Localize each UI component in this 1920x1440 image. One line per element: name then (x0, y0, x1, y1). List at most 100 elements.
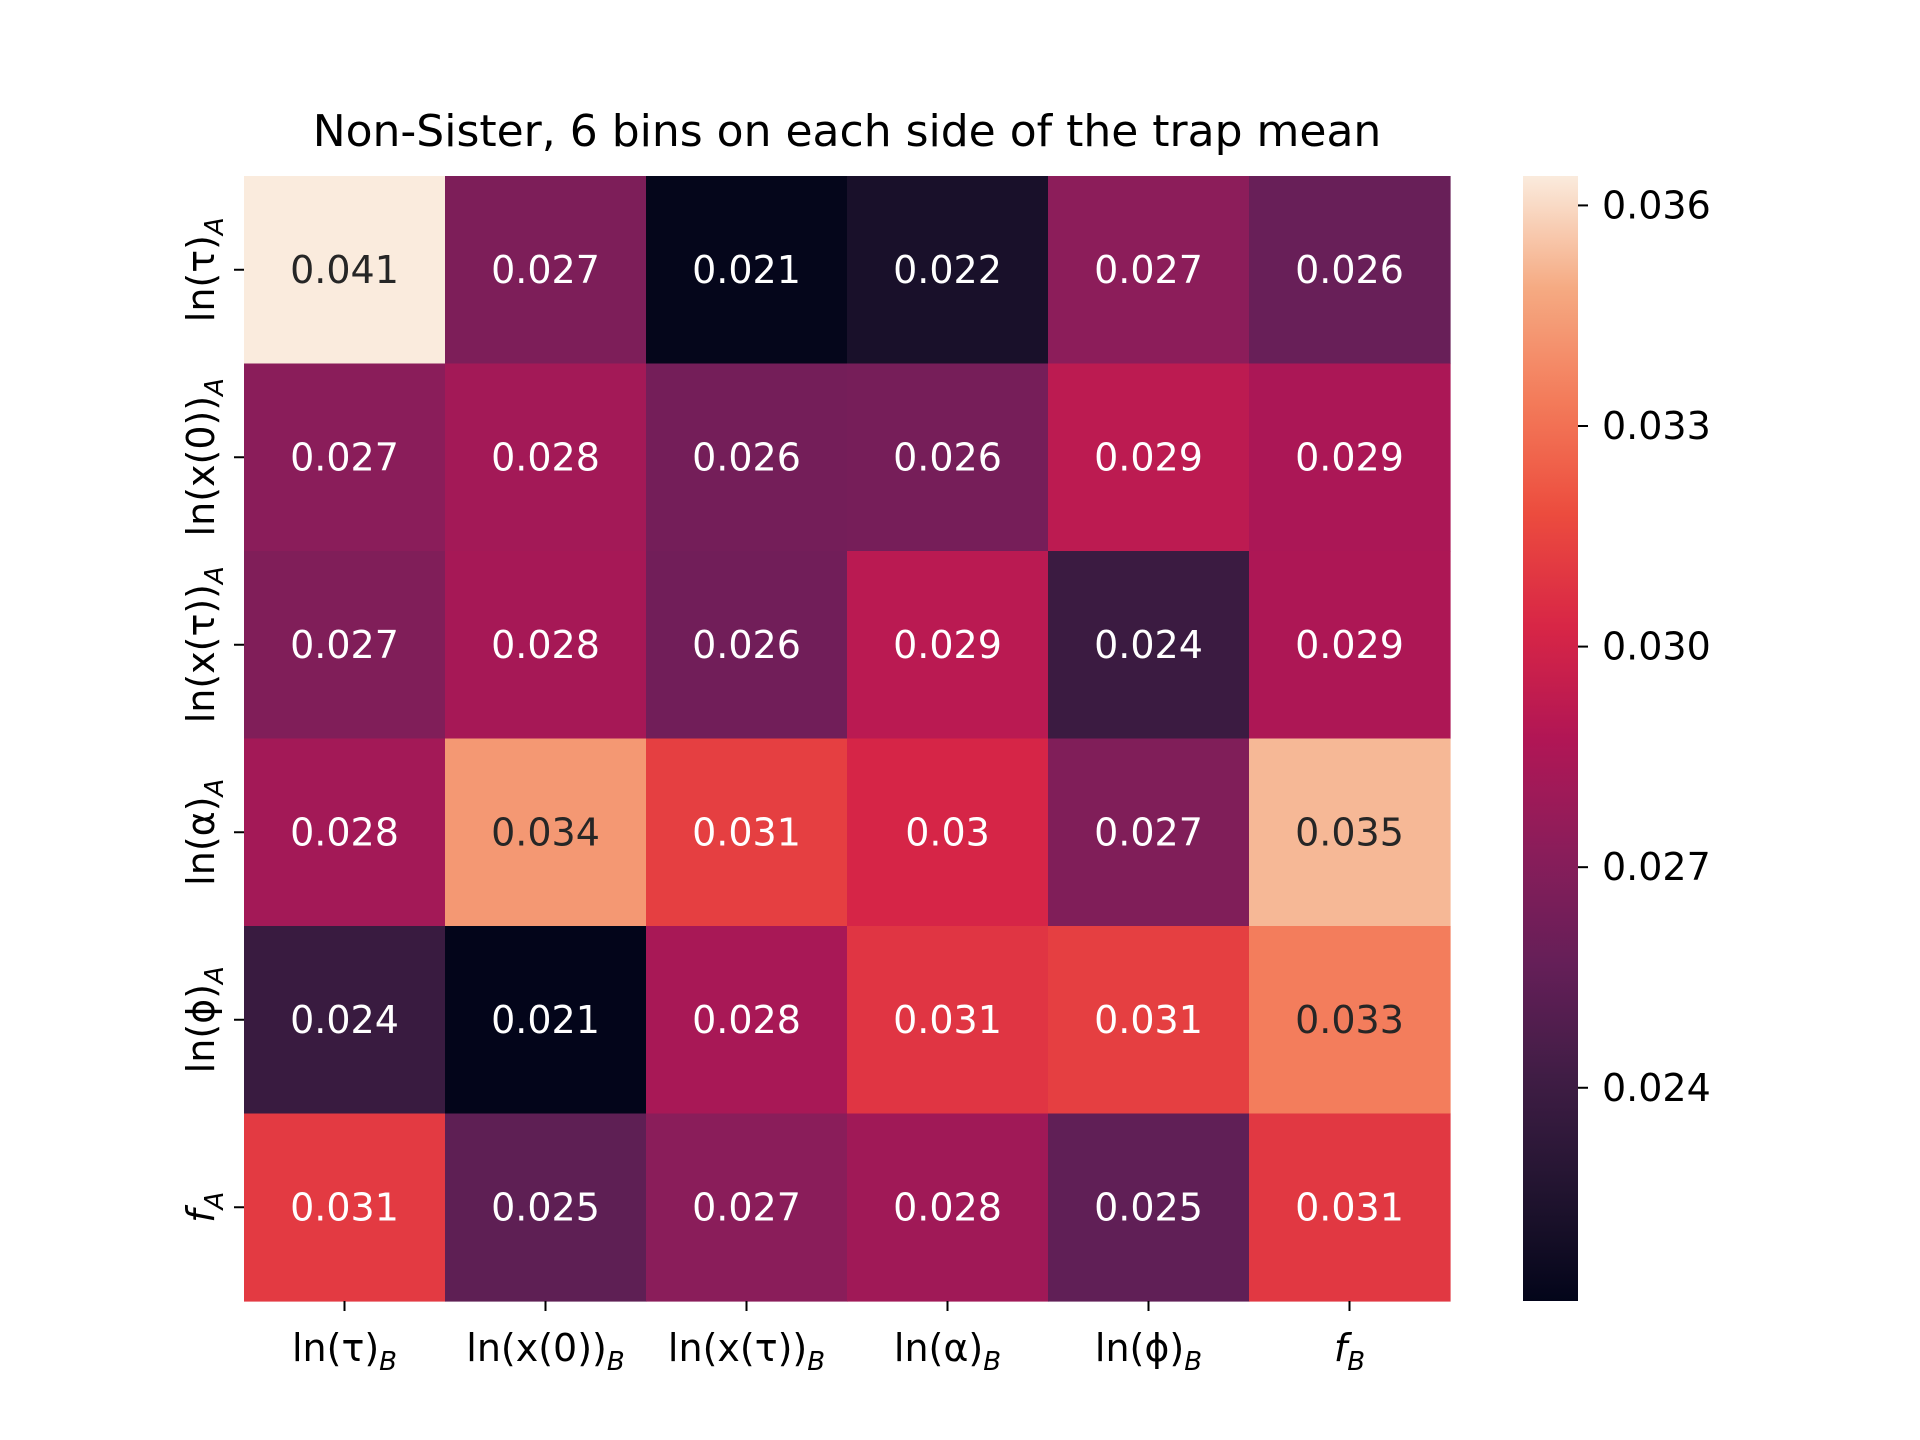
colorbar-tick-label: 0.036 (1602, 183, 1711, 227)
cell-value-label: 0.033 (1295, 998, 1404, 1042)
colorbar: 0.036 0.033 0.030 0.027 0.024 (1523, 176, 1711, 1301)
cell-value-label: 0.021 (491, 998, 600, 1042)
colorbar-tick-label: 0.030 (1602, 625, 1711, 669)
heatmap-cell (244, 926, 446, 1115)
cell-value-label: 0.031 (893, 998, 1002, 1042)
heatmap-cell (1249, 926, 1451, 1115)
heatmap-cell (445, 176, 647, 365)
cell-value-label: 0.024 (1094, 623, 1203, 667)
tick-label-subscript: B (1347, 1347, 1365, 1377)
tick-label-subscript: A (200, 217, 230, 237)
cell-value-label: 0.027 (692, 1185, 801, 1229)
cell-value-label: 0.029 (893, 623, 1002, 667)
cell-value-label: 0.025 (491, 1185, 600, 1229)
cell-value-label: 0.029 (1094, 435, 1203, 479)
heatmap-cell (847, 551, 1049, 740)
heatmap-cells: 0.041 0.027 0.021 0.022 0.027 0.026 0.027 0.028… (244, 176, 1451, 1302)
tick-label-base: ln(α) (179, 796, 223, 885)
heatmap-cell (646, 926, 848, 1115)
cell-value-label: 0.041 (290, 248, 399, 292)
tick-label-base: ln(x(τ)) (179, 584, 223, 723)
cell-value-label: 0.027 (491, 248, 600, 292)
cell-value-label: 0.027 (1094, 810, 1203, 854)
cell-value-label: 0.035 (1295, 810, 1404, 854)
x-tick-label: ln(ϕ)B (1095, 1326, 1202, 1377)
y-tick-label: fA (179, 1192, 230, 1223)
heatmap-cell (1048, 738, 1250, 927)
cell-value-label: 0.028 (491, 623, 600, 667)
y-tick-label: ln(ϕ)A (179, 966, 230, 1073)
tick-label-base: ln(τ) (292, 1326, 379, 1370)
heatmap-cell (1249, 176, 1451, 365)
cell-value-label: 0.027 (290, 623, 399, 667)
tick-label-subscript: A (200, 1192, 230, 1212)
heatmap-cell (445, 551, 647, 740)
heatmap-cell (1048, 176, 1250, 365)
heatmap-cell (847, 738, 1049, 927)
heatmap-cell (445, 363, 647, 552)
colorbar-gradient (1523, 176, 1578, 1301)
heatmap-cell (646, 176, 848, 365)
tick-label-subscript: A (200, 779, 230, 799)
heatmap-cell (1249, 1113, 1451, 1302)
y-axis: ln(τ)Aln(x(0))Aln(x(τ))Aln(α)Aln(ϕ)AfA (179, 217, 244, 1223)
tick-label-base: ln(ϕ) (1095, 1326, 1184, 1370)
heatmap-cell (847, 926, 1049, 1115)
y-tick-label: ln(x(τ))A (179, 566, 230, 723)
heatmap-cell (847, 176, 1049, 365)
cell-value-label: 0.028 (491, 435, 600, 479)
tick-label-base: ln(x(0)) (179, 396, 223, 537)
heatmap-cell (1249, 363, 1451, 552)
cell-value-label: 0.026 (692, 435, 801, 479)
heatmap-cell (244, 363, 446, 552)
heatmap-cell (445, 1113, 647, 1302)
cell-value-label: 0.029 (1295, 623, 1404, 667)
tick-label-base: ln(α) (894, 1326, 983, 1370)
colorbar-tick-label: 0.027 (1602, 845, 1711, 889)
cell-value-label: 0.026 (893, 435, 1002, 479)
cell-value-label: 0.026 (1295, 248, 1404, 292)
colorbar-tick-label: 0.033 (1602, 404, 1711, 448)
tick-label-subscript: A (200, 966, 230, 986)
heatmap-cell (1249, 738, 1451, 927)
tick-label-base: ln(x(τ)) (668, 1326, 807, 1370)
heatmap-cell (847, 1113, 1049, 1302)
heatmap-cell (445, 738, 647, 927)
x-tick-label: ln(x(τ))B (668, 1326, 825, 1377)
heatmap-cell (646, 1113, 848, 1302)
cell-value-label: 0.029 (1295, 435, 1404, 479)
tick-label-subscript: A (200, 378, 230, 398)
cell-value-label: 0.024 (290, 998, 399, 1042)
cell-value-label: 0.031 (1094, 998, 1203, 1042)
heatmap-cell (244, 738, 446, 927)
cell-value-label: 0.027 (1094, 248, 1203, 292)
heatmap-cell (1048, 363, 1250, 552)
cell-value-label: 0.031 (1295, 1185, 1404, 1229)
colorbar-tick-label: 0.024 (1602, 1066, 1711, 1110)
tick-label-subscript: A (200, 566, 230, 586)
tick-label-base: ln(ϕ) (179, 984, 223, 1073)
heatmap-cell (646, 363, 848, 552)
cell-value-label: 0.031 (692, 810, 801, 854)
heatmap-cell (244, 1113, 446, 1302)
cell-value-label: 0.026 (692, 623, 801, 667)
cell-value-label: 0.03 (905, 810, 990, 854)
heatmap-cell (646, 551, 848, 740)
heatmap-cell (244, 551, 446, 740)
cell-value-label: 0.028 (893, 1185, 1002, 1229)
tick-label-subscript: B (1184, 1347, 1202, 1377)
cell-value-label: 0.028 (290, 810, 399, 854)
heatmap-cell (1048, 926, 1250, 1115)
chart-title: Non-Sister, 6 bins on each side of the t… (313, 106, 1382, 157)
tick-label-subscript: B (379, 1347, 397, 1377)
cell-value-label: 0.031 (290, 1185, 399, 1229)
tick-label-base: ln(x(0)) (466, 1326, 607, 1370)
y-tick-label: ln(x(0))A (179, 378, 230, 536)
heatmap-cell (445, 926, 647, 1115)
heatmap-cell (1249, 551, 1451, 740)
cell-value-label: 0.022 (893, 248, 1002, 292)
cell-value-label: 0.034 (491, 810, 600, 854)
tick-label-subscript: B (807, 1347, 825, 1377)
y-tick-label: ln(τ)A (179, 217, 230, 322)
